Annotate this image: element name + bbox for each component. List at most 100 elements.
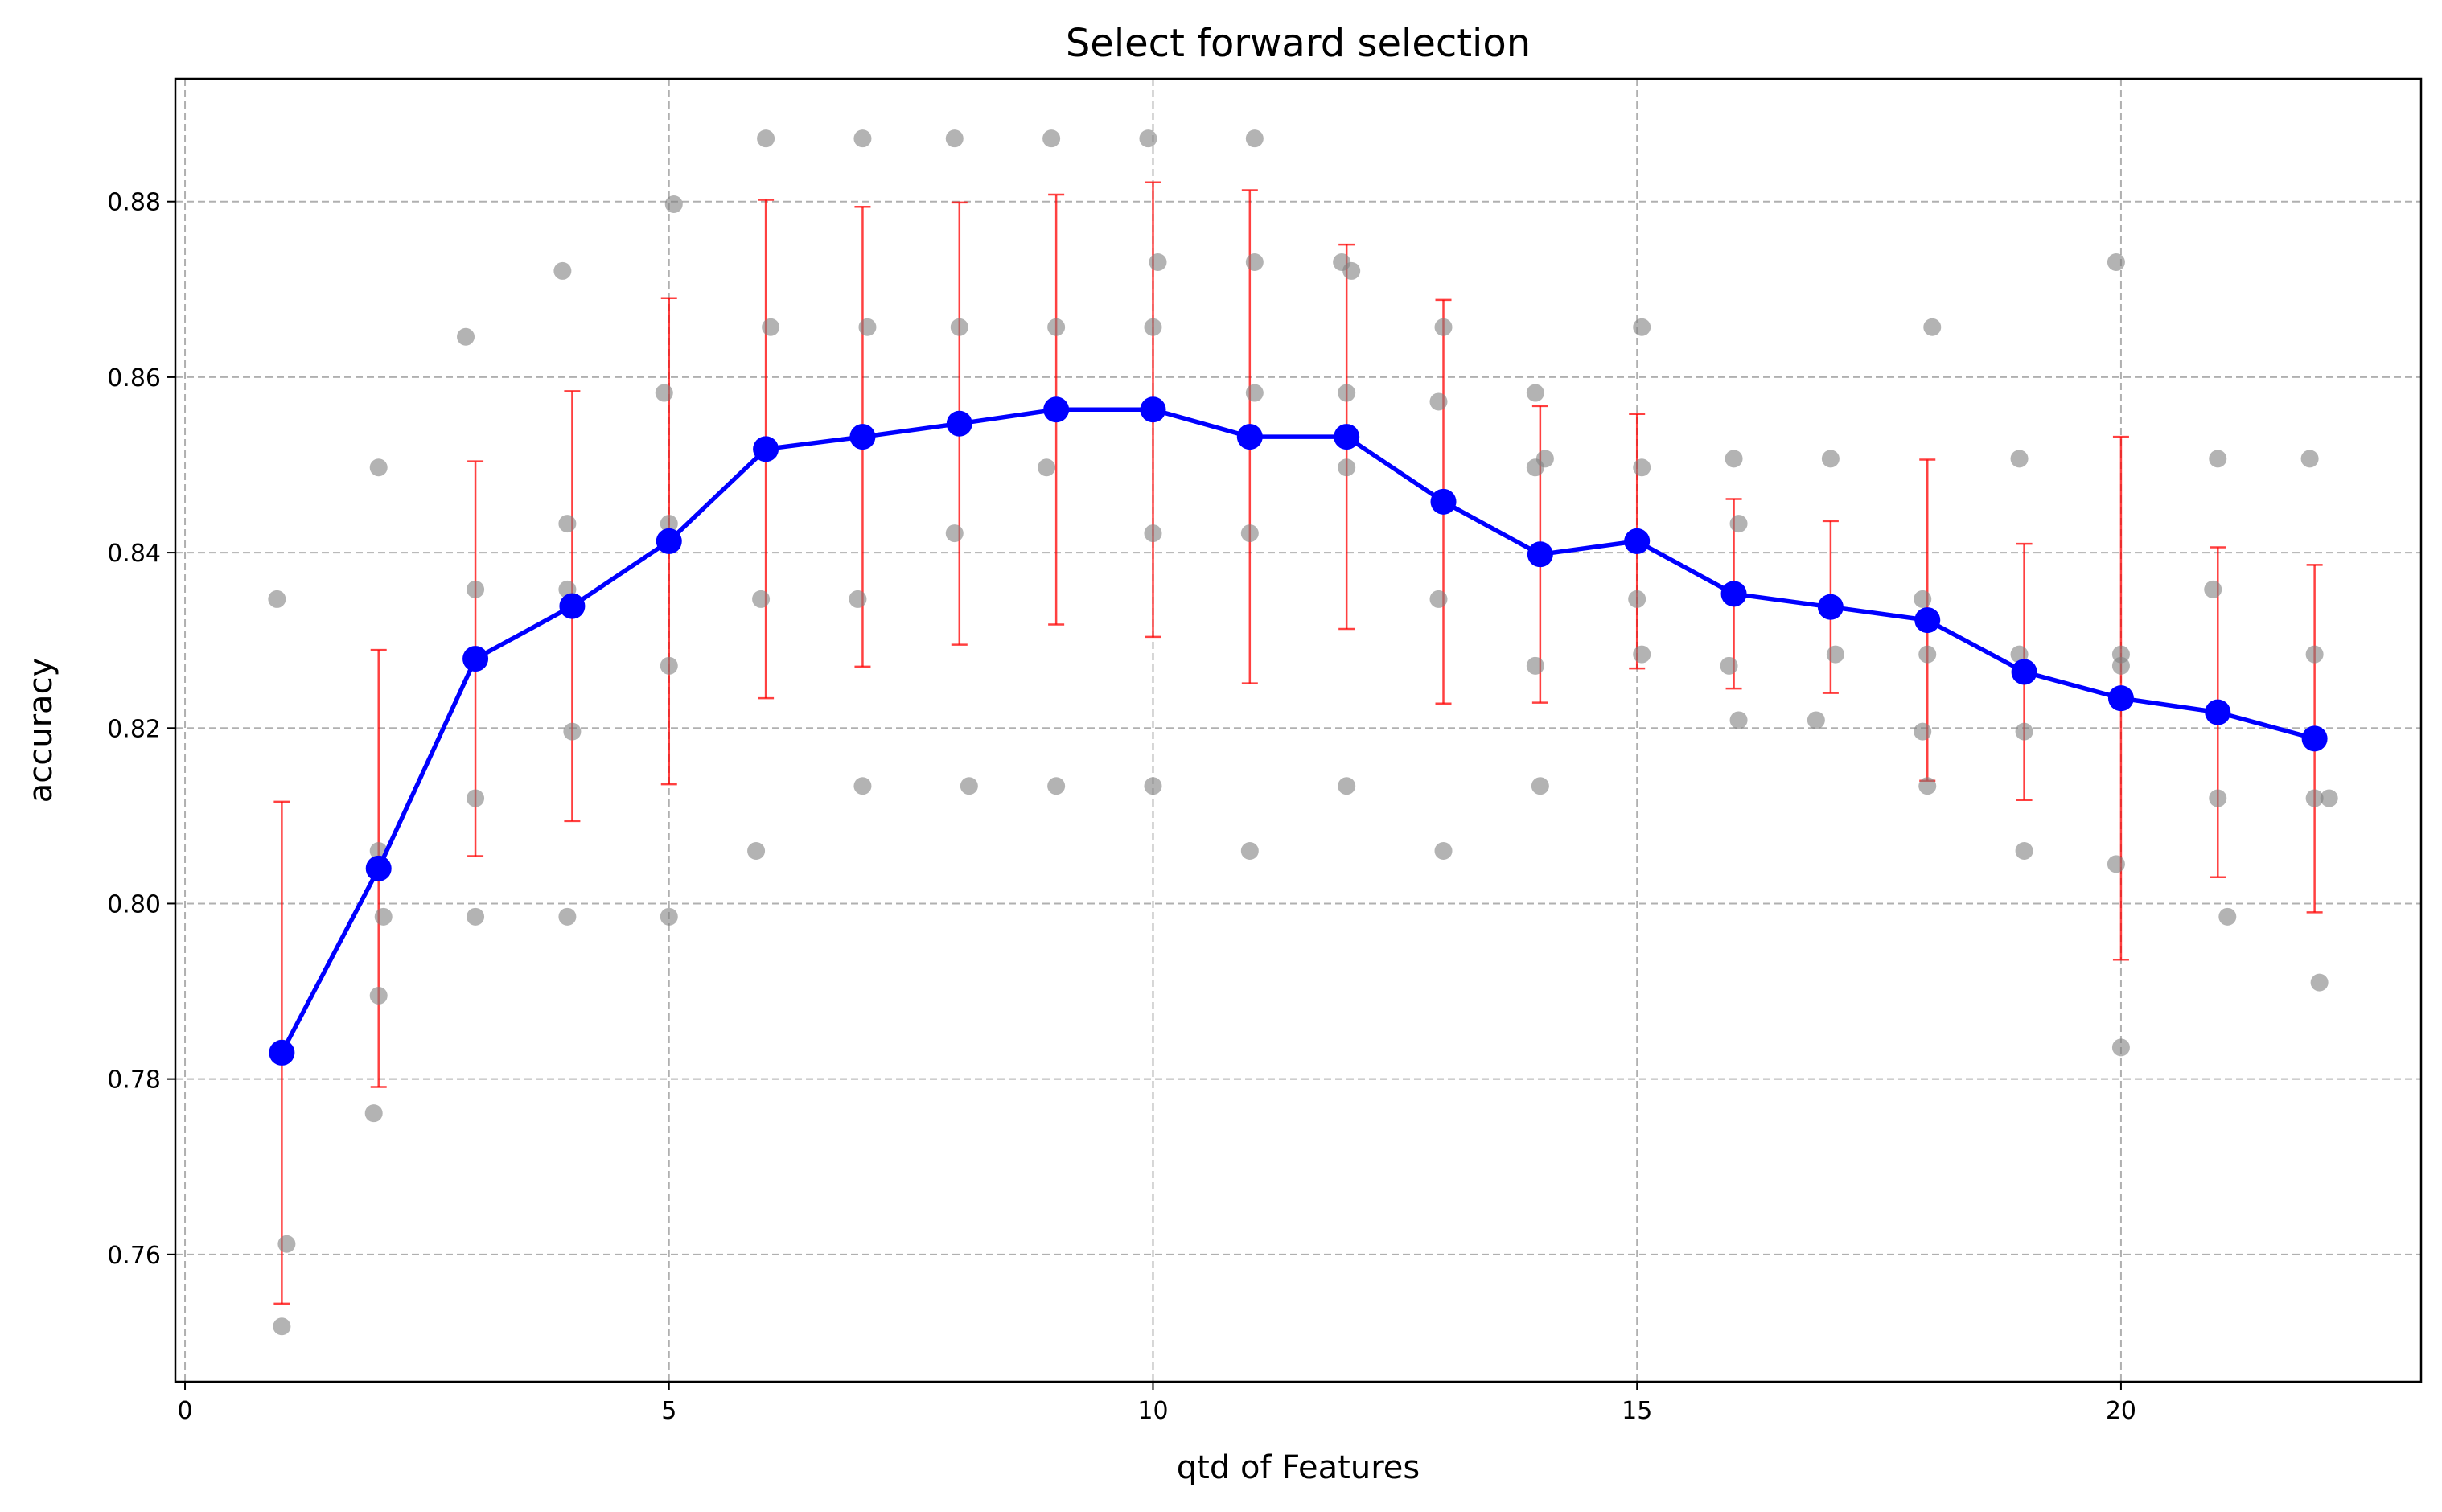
scatter-point — [1633, 645, 1651, 664]
scatter-point — [2300, 450, 2319, 468]
scatter-points — [268, 129, 2338, 1336]
y-tick-label: 0.86 — [107, 364, 161, 392]
mean-point — [1624, 528, 1651, 554]
scatter-point — [858, 318, 877, 336]
scatter-point — [1729, 515, 1748, 533]
mean-point — [1527, 541, 1553, 568]
scatter-point — [2305, 789, 2324, 807]
mean-point — [462, 646, 489, 672]
scatter-point — [1434, 842, 1453, 860]
mean-point — [1430, 488, 1457, 515]
scatter-point — [2010, 645, 2029, 664]
x-tick-label: 0 — [177, 1397, 192, 1425]
plot-frame — [174, 77, 2423, 1383]
scatter-point — [2305, 645, 2324, 664]
x-tick-label: 20 — [2106, 1397, 2136, 1425]
scatter-point — [752, 590, 771, 608]
scatter-point — [2015, 722, 2033, 741]
scatter-point — [2209, 789, 2227, 807]
scatter-point — [1338, 384, 1356, 402]
scatter-point — [1144, 318, 1162, 336]
scatter-point — [558, 907, 577, 926]
scatter-point — [467, 580, 485, 598]
scatter-point — [369, 987, 388, 1005]
scatter-point — [457, 327, 475, 346]
scatter-point — [1526, 458, 1544, 477]
scatter-point — [2320, 789, 2338, 807]
scatter-point — [1628, 590, 1646, 608]
scatter-point — [1047, 318, 1066, 336]
mean-point — [1817, 594, 1844, 620]
scatter-point — [2209, 450, 2227, 468]
scatter-point — [1918, 777, 1937, 795]
y-axis-label: accuracy — [23, 658, 60, 803]
scatter-point — [1914, 590, 1932, 608]
scatter-point — [2010, 450, 2029, 468]
scatter-point — [660, 515, 678, 533]
scatter-point — [1149, 253, 1167, 271]
scatter-point — [1338, 777, 1356, 795]
scatter-point — [268, 590, 286, 608]
scatter-point — [1245, 253, 1264, 271]
y-tick-label: 0.76 — [107, 1242, 161, 1270]
scatter-point — [273, 1317, 291, 1336]
scatter-point — [558, 515, 577, 533]
y-tick-label: 0.82 — [107, 715, 161, 743]
scatter-point — [950, 318, 968, 336]
scatter-point — [1923, 318, 1942, 336]
scatter-point — [747, 842, 766, 860]
mean-point — [2301, 725, 2328, 752]
mean-point — [365, 855, 392, 881]
scatter-point — [2015, 842, 2033, 860]
scatter-point — [1725, 450, 1743, 468]
scatter-point — [369, 458, 388, 477]
scatter-point — [1038, 458, 1056, 477]
scatter-point — [960, 777, 978, 795]
scatter-point — [664, 195, 683, 213]
scatter-point — [853, 129, 872, 148]
mean-point — [559, 593, 586, 619]
scatter-point — [1139, 129, 1157, 148]
scatter-point — [1526, 384, 1544, 402]
mean-line-path — [279, 407, 2316, 1054]
scatter-point — [467, 907, 485, 926]
scatter-point — [563, 722, 582, 741]
scatter-point — [762, 318, 780, 336]
mean-point — [2011, 659, 2037, 685]
mean-point — [1914, 607, 1941, 634]
mean-point — [269, 1039, 295, 1066]
x-tick-label: 10 — [1137, 1397, 1168, 1425]
scatter-point — [1826, 645, 1844, 664]
scatter-point — [1434, 318, 1453, 336]
scatter-point — [374, 907, 393, 926]
scatter-point — [945, 129, 964, 148]
scatter-point — [1729, 711, 1748, 729]
scatter-point — [1429, 590, 1448, 608]
scatter-point — [1821, 450, 1840, 468]
scatter-point — [1240, 842, 1259, 860]
scatter-point — [1240, 524, 1259, 543]
mean-point — [1140, 396, 1166, 423]
mean-markers — [269, 396, 2328, 1066]
scatter-point — [1342, 261, 1361, 280]
mean-point — [2205, 699, 2231, 725]
scatter-point — [1338, 458, 1356, 477]
plot-area — [175, 79, 2421, 1382]
scatter-point — [2310, 973, 2329, 992]
y-tick-label: 0.78 — [107, 1066, 161, 1095]
mean-point — [946, 410, 972, 437]
scatter-point — [553, 261, 572, 280]
scatter-point — [1918, 645, 1937, 664]
mean-point — [1720, 581, 1747, 607]
scatter-point — [945, 524, 964, 543]
y-tick-label: 0.88 — [107, 189, 161, 217]
mean-point — [1334, 424, 1360, 450]
scatter-point — [1144, 777, 1162, 795]
scatter-point — [1807, 711, 1825, 729]
scatter-point — [853, 777, 872, 795]
y-axis-ticks: 0.76 0.78 0.80 0.82 0.84 0.86 0.88 — [107, 189, 175, 1270]
mean-point — [849, 424, 876, 450]
scatter-point — [660, 907, 678, 926]
scatter-point — [1914, 722, 1932, 741]
